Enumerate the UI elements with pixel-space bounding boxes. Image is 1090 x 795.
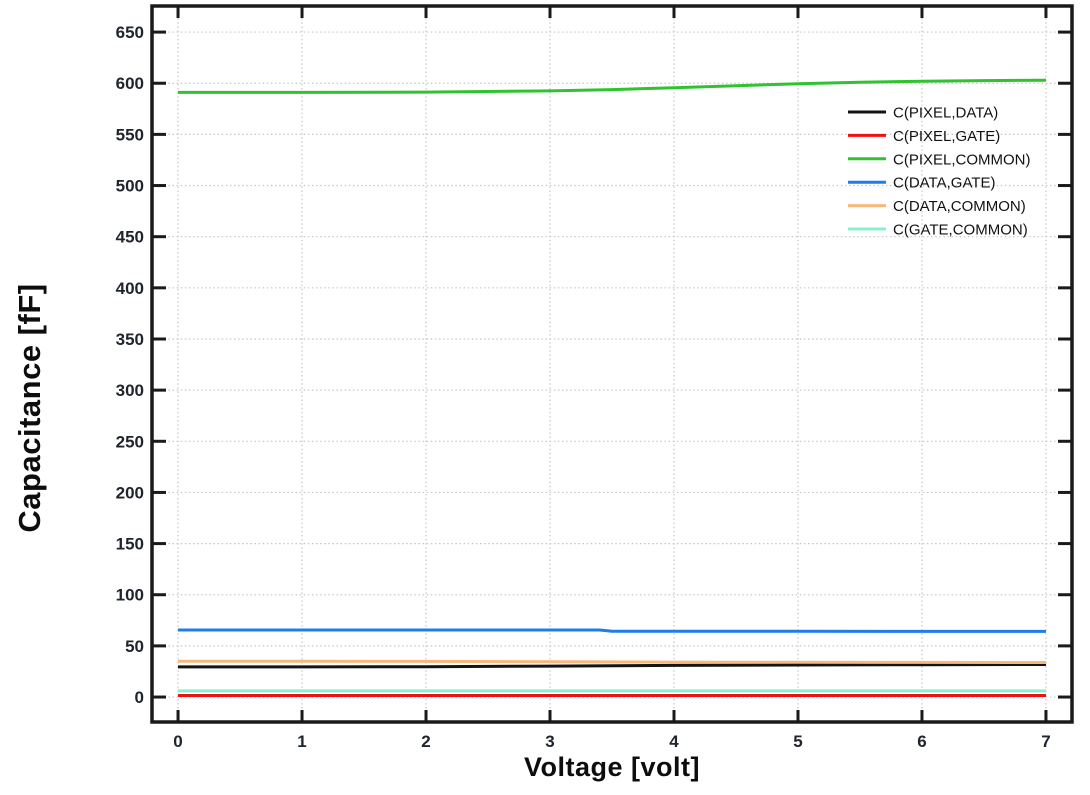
y-tick-label: 50 (125, 637, 144, 656)
legend-label: C(PIXEL,COMMON) (893, 151, 1031, 168)
y-tick-label: 250 (116, 432, 144, 451)
x-tick-label: 5 (793, 732, 802, 751)
legend-item: C(PIXEL,COMMON) (848, 151, 1031, 168)
legend-label: C(PIXEL,GATE) (893, 128, 1000, 145)
plot-gridlines (152, 6, 1072, 722)
y-tick-label: 150 (116, 535, 144, 554)
x-tick-label: 6 (917, 732, 926, 751)
y-tick-label: 0 (135, 688, 144, 707)
y-tick-label: 450 (116, 228, 144, 247)
y-tick-label: 400 (116, 279, 144, 298)
plot-border-and-ticks (150, 4, 1074, 724)
x-axis-title: Voltage [volt] (523, 752, 700, 782)
y-tick-label: 550 (116, 125, 144, 144)
y-tick-label: 500 (116, 177, 144, 196)
legend-item: C(PIXEL,GATE) (848, 128, 1000, 145)
legend-label: C(PIXEL,DATA) (893, 105, 998, 122)
legend-item: C(GATE,COMMON) (848, 222, 1028, 239)
x-tick-label: 1 (297, 732, 306, 751)
y-tick-label: 650 (116, 23, 144, 42)
x-tick-label: 7 (1041, 732, 1050, 751)
series-lines (177, 78, 1047, 697)
x-tick-label: 0 (173, 732, 182, 751)
legend-item: C(PIXEL,DATA) (848, 105, 998, 122)
x-tick-label: 2 (421, 732, 430, 751)
x-tick-label: 3 (545, 732, 554, 751)
series-line-3 (178, 628, 1046, 633)
y-tick-label: 100 (116, 586, 144, 605)
legend-label: C(GATE,COMMON) (893, 222, 1028, 239)
y-axis-title: Capacitance [fF] (12, 283, 47, 533)
y-tick-label: 350 (116, 330, 144, 349)
x-tick-label: 4 (669, 732, 679, 751)
y-tick-label: 200 (116, 483, 144, 502)
legend-label: C(DATA,COMMON) (893, 198, 1026, 215)
legend-item: C(DATA,COMMON) (848, 198, 1026, 215)
series-line-2 (178, 78, 1047, 94)
y-tick-labels: 0 50 100 150 200 250 300 350 400 450 500 550 600 650 (116, 23, 144, 707)
series-line-4 (177, 659, 1047, 664)
series-line-0 (178, 663, 1047, 669)
y-tick-label: 300 (116, 381, 144, 400)
legend-item: C(DATA,GATE) (848, 175, 996, 192)
legend: C(PIXEL,DATA) C(PIXEL,GATE) C(PIXEL,COMMON… (848, 105, 1031, 239)
x-tick-labels: 0 1 2 3 4 5 6 7 (173, 732, 1050, 751)
legend-label: C(DATA,GATE) (893, 175, 996, 192)
y-tick-label: 600 (116, 74, 144, 93)
